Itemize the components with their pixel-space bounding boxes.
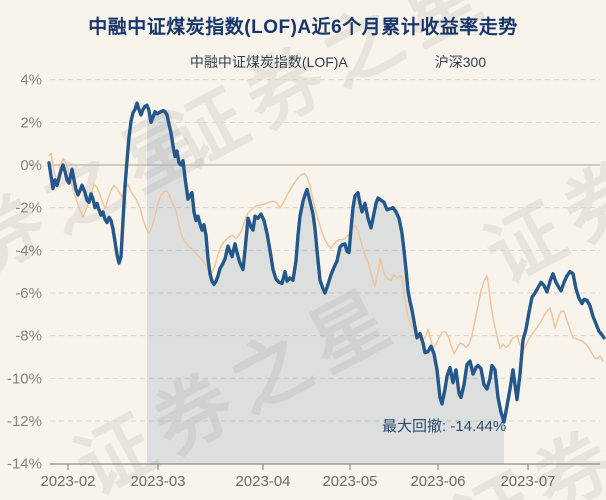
fund-line-swatch-icon [145,60,181,64]
svg-text:2%: 2% [20,114,42,131]
svg-text:2023-05: 2023-05 [322,473,377,490]
svg-text:-4%: -4% [15,242,42,259]
svg-text:0%: 0% [20,157,42,174]
svg-text:2023-02: 2023-02 [40,473,95,490]
svg-text:-14%: -14% [7,456,42,473]
svg-text:-8%: -8% [15,328,42,345]
page-title: 中融中证煤炭指数(LOF)A近6个月累计收益率走势 [88,17,518,38]
svg-text:-6%: -6% [15,285,42,302]
svg-text:2023-07: 2023-07 [500,473,555,490]
svg-text:2023-03: 2023-03 [130,473,185,490]
chart-legend: 中融中证煤炭指数(LOF)A 沪深300 [25,52,606,72]
index-line-swatch-icon [390,61,426,63]
svg-text:2023-06: 2023-06 [410,473,465,490]
max-drawdown-annotation: 最大回撤: -14.44% [382,415,506,436]
svg-text:2023-04: 2023-04 [235,473,290,490]
max-drawdown-label: 最大回撤: [382,418,447,435]
legend-item-fund[interactable]: 中融中证煤炭指数(LOF)A [145,52,348,72]
legend-label-index: 沪深300 [434,54,487,70]
svg-text:4%: 4% [20,72,42,89]
max-drawdown-value: -14.44% [450,418,507,435]
legend-label-fund: 中融中证煤炭指数(LOF)A [189,54,348,70]
svg-text:-12%: -12% [7,413,42,430]
legend-item-index[interactable]: 沪深300 [390,52,486,72]
svg-text:-10%: -10% [7,370,42,387]
svg-text:-2%: -2% [15,200,42,217]
